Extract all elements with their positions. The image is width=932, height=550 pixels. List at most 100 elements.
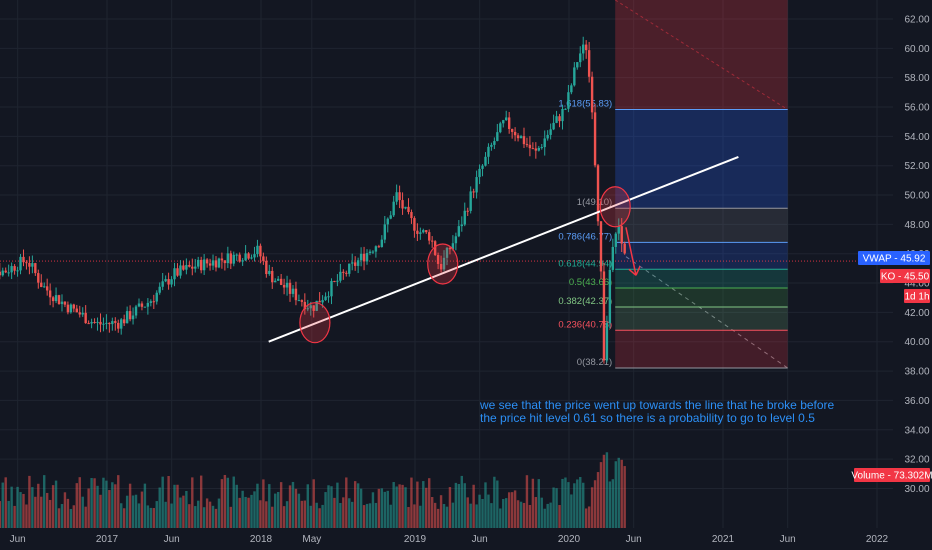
candle-body	[34, 263, 37, 274]
candle-body	[321, 300, 324, 303]
volume-bar	[513, 490, 517, 528]
candle-body	[519, 136, 523, 139]
candle-body	[475, 177, 478, 193]
volume-bar	[282, 506, 286, 528]
volume-bar	[549, 502, 552, 528]
fib-label-0.786: 0.786(46.77)	[558, 231, 612, 242]
volume-bar	[353, 481, 357, 528]
projection-line	[625, 256, 788, 369]
volume-bar	[386, 490, 389, 528]
target-arrow	[625, 227, 641, 276]
candle-body	[155, 292, 158, 302]
interval-tag-bg	[904, 289, 930, 303]
candle-body	[120, 319, 123, 329]
volume-bar	[579, 477, 582, 528]
volume-bar	[108, 490, 111, 528]
candle-body	[466, 210, 469, 212]
candle-body	[362, 253, 366, 262]
candle-body	[43, 286, 46, 288]
candles	[0, 36, 626, 364]
candle-body	[244, 253, 247, 261]
volume-bar	[433, 502, 437, 528]
candle-body	[392, 201, 395, 216]
volume-bar	[383, 491, 386, 528]
volume-bar	[220, 479, 224, 528]
candle-body	[170, 279, 173, 285]
candle-body	[510, 128, 514, 132]
volume-bar	[570, 494, 573, 528]
candle-body	[241, 260, 244, 262]
volume-bar	[318, 508, 321, 528]
volume-bar	[208, 501, 212, 528]
vwap-tag-bg	[858, 251, 930, 265]
candle-body	[407, 206, 410, 213]
volume-bar	[291, 481, 295, 528]
volume-bar	[268, 484, 271, 528]
x-tick-label: Jun	[626, 534, 642, 545]
fib-label-0.236: 0.236(40.78)	[558, 319, 612, 330]
candle-body	[493, 141, 496, 145]
candle-body	[324, 296, 327, 301]
candle-body	[522, 136, 526, 145]
candle-body	[484, 156, 487, 166]
volume-bar	[519, 501, 523, 528]
candle-body	[416, 230, 419, 234]
x-tick-label: 2017	[96, 534, 119, 545]
interval-tag-text: 1d 1h	[904, 292, 929, 303]
drawings: we see that the price went up towards th…	[268, 155, 835, 425]
volume-bar	[419, 505, 422, 528]
volume-bar	[404, 487, 407, 528]
candle-body	[306, 308, 309, 310]
candle-body	[445, 247, 449, 258]
candle-body	[309, 305, 312, 309]
volume-bar	[185, 490, 188, 528]
candle-body	[318, 300, 321, 303]
volume-bar	[401, 484, 404, 528]
candle-body	[342, 271, 345, 273]
candle-body	[537, 147, 540, 151]
volume-bar	[368, 503, 372, 528]
annotation-line-1: we see that the price went up towards th…	[479, 398, 835, 412]
volume-bar	[31, 487, 34, 528]
fib-label-1: 1(49.10)	[577, 197, 612, 208]
volume-bar	[96, 485, 99, 528]
candle-body	[365, 252, 369, 262]
volume-bar	[505, 498, 508, 528]
volume-bar	[558, 505, 561, 528]
volume-bar	[463, 483, 466, 528]
volume-bar	[105, 480, 108, 528]
fib-label-0.5: 0.5(43.66)	[569, 277, 612, 288]
candle-body	[463, 210, 466, 225]
candle-body	[502, 120, 505, 124]
candle-body	[78, 312, 81, 315]
y-tick-label: 42.00	[904, 308, 929, 319]
candle-body	[0, 271, 1, 276]
candle-body	[330, 280, 333, 297]
candle-body	[294, 288, 298, 301]
volume-bar	[351, 501, 354, 528]
candle-body	[28, 263, 31, 267]
fib-band	[615, 242, 788, 270]
volume-bar	[140, 491, 144, 528]
volume-bar	[478, 494, 481, 528]
volume-bar	[342, 497, 345, 528]
volume-bar	[7, 500, 10, 528]
candle-body	[66, 304, 70, 313]
volume-bar	[199, 475, 203, 528]
volume-bar	[416, 481, 419, 528]
volume-bar	[392, 482, 395, 528]
volume-bar	[143, 483, 147, 528]
candle-body	[54, 295, 58, 302]
volume-bar	[10, 486, 13, 528]
y-tick-label: 32.00	[904, 455, 929, 466]
candle-body	[282, 284, 286, 288]
volume-bar	[507, 492, 511, 528]
candle-body	[401, 200, 404, 209]
trendline	[268, 155, 739, 343]
volume-bar	[576, 479, 579, 528]
candle-body	[605, 323, 609, 361]
risk-diagonal	[614, 0, 788, 110]
volume-bar	[102, 477, 105, 528]
volume-bar	[345, 477, 348, 528]
